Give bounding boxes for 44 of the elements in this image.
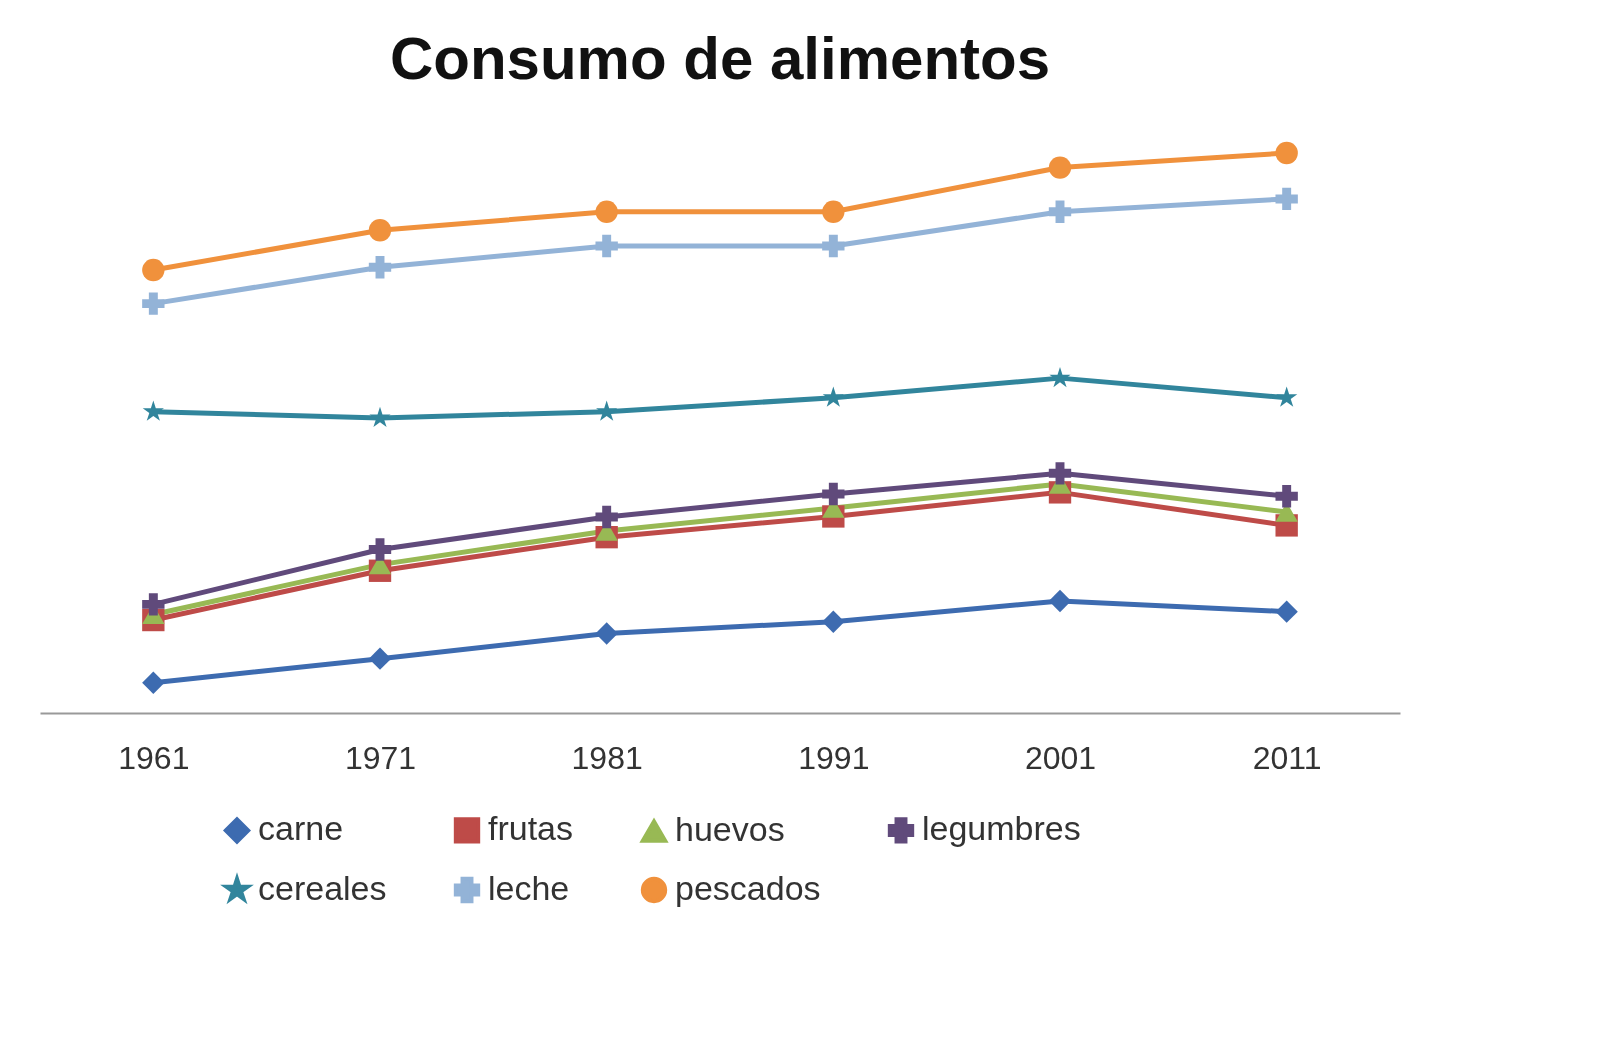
x-tick-label: 2001 [1024, 739, 1097, 776]
point [595, 505, 618, 529]
point [1048, 589, 1072, 613]
point [1048, 462, 1072, 485]
point [1275, 485, 1298, 508]
point [596, 400, 618, 421]
point [368, 219, 392, 242]
x-tick-label: 2011 [1252, 739, 1322, 776]
x-tick-label: 1981 [571, 739, 643, 776]
legend-label: legumbres [922, 809, 1081, 848]
point [368, 647, 392, 670]
point [142, 400, 164, 421]
point [1048, 156, 1072, 179]
x-tick-label: 1961 [118, 739, 190, 776]
point [822, 482, 845, 506]
point [1049, 366, 1071, 388]
point [595, 234, 618, 258]
chart-title: Consumo de alimentos [389, 24, 1051, 92]
point [1275, 187, 1298, 211]
point [822, 386, 844, 407]
point [822, 200, 845, 223]
point [369, 406, 391, 427]
point [822, 610, 845, 633]
legend-label: carne [258, 809, 344, 848]
legend-label: cereales [258, 869, 387, 907]
point [822, 234, 845, 258]
point [1275, 141, 1298, 165]
legend-label: frutas [488, 809, 574, 848]
x-tick-label: 1971 [344, 739, 417, 776]
point [142, 671, 165, 694]
legend-label: leche [488, 869, 570, 907]
point [142, 258, 165, 282]
point [368, 256, 392, 279]
point [595, 200, 618, 223]
point [595, 622, 618, 645]
legend-label: huevos [675, 810, 785, 849]
point [142, 292, 165, 315]
legend-label: pescados [675, 869, 821, 907]
point [142, 593, 165, 616]
point [1276, 386, 1298, 407]
point [1275, 600, 1298, 623]
point [368, 538, 392, 561]
x-tick-label: 1991 [798, 739, 870, 776]
point [1048, 200, 1072, 223]
